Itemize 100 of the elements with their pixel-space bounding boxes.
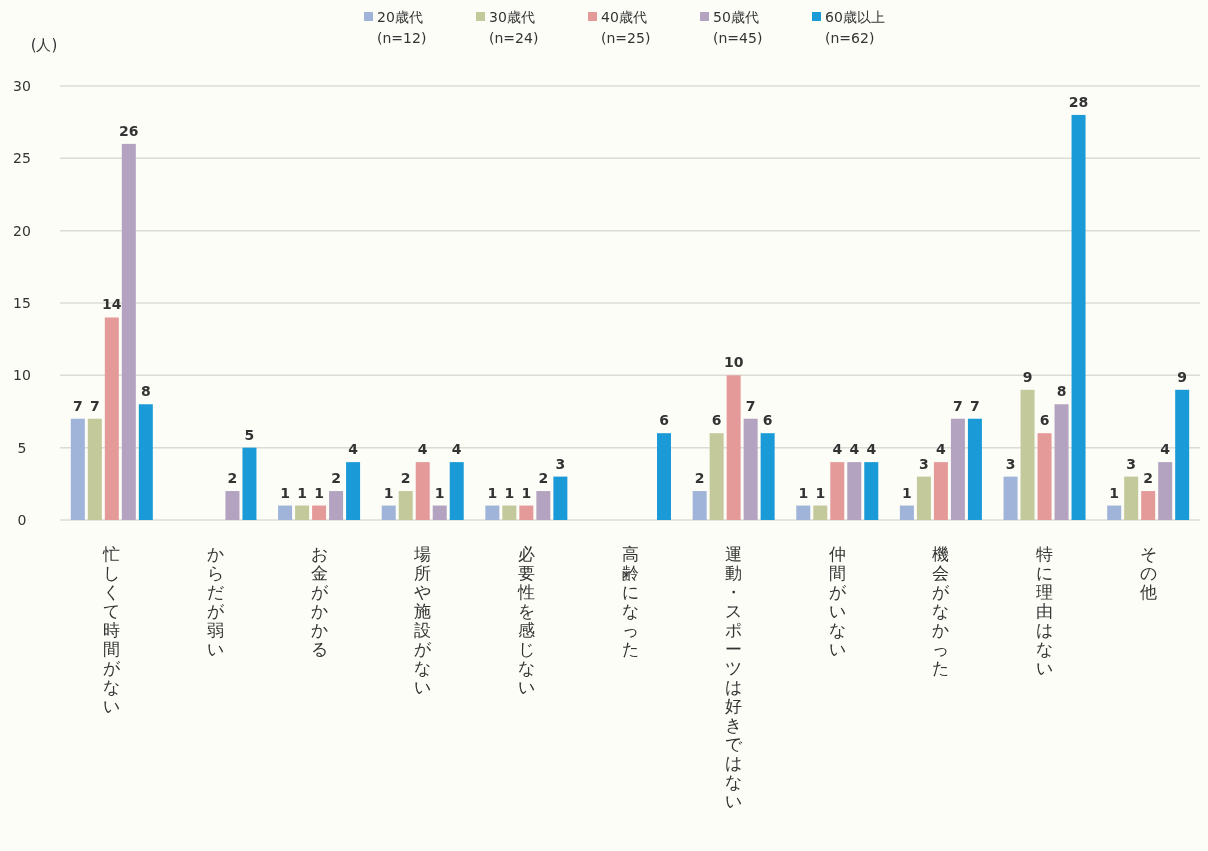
data-label: 7 (89, 397, 100, 414)
data-label: 1 (383, 484, 394, 501)
bar (796, 505, 811, 520)
legend-label: 20歳代 (n=12) (377, 9, 427, 46)
data-label: 7 (970, 397, 980, 414)
data-label: 2 (400, 470, 411, 487)
data-label: 14 (102, 296, 122, 313)
bar (138, 404, 153, 520)
bar (657, 433, 671, 520)
data-label: 2 (694, 470, 705, 487)
bar (1124, 476, 1139, 520)
legend-label: 30歳代 (n=24) (489, 9, 539, 46)
bar (709, 433, 724, 520)
bar (278, 505, 293, 520)
bar (536, 491, 551, 520)
bar (1020, 389, 1035, 520)
bar (899, 505, 914, 520)
data-label: 4 (1160, 441, 1171, 458)
x-tick-label: からだが弱い (206, 544, 225, 659)
data-label: 4 (832, 441, 843, 458)
bar (916, 476, 931, 520)
data-label: 2 (227, 470, 238, 487)
bar (398, 491, 413, 520)
bar (104, 317, 119, 520)
bar (449, 462, 464, 520)
y-tick-label: 0 (17, 512, 27, 528)
data-label: 6 (762, 412, 773, 429)
y-tick-label: 20 (13, 222, 31, 239)
bar (967, 418, 982, 520)
bar (1071, 114, 1086, 520)
bar (950, 418, 965, 520)
x-tick-label: その他 (1139, 544, 1157, 602)
data-label: 1 (798, 484, 809, 501)
bar (1175, 389, 1190, 520)
data-label: 9 (1022, 368, 1033, 385)
bar (121, 143, 136, 520)
data-label: 4 (417, 441, 428, 458)
bar (864, 462, 879, 520)
bar (70, 418, 85, 520)
data-label: 5 (244, 426, 255, 443)
legend-label: 60歳以上 (n=62) (825, 9, 885, 46)
data-label: 8 (1056, 383, 1067, 400)
bar (1158, 462, 1173, 520)
bar (726, 375, 741, 520)
bar (415, 462, 430, 520)
data-label: 28 (1068, 93, 1089, 110)
bar (485, 505, 500, 520)
data-label: 4 (866, 441, 877, 458)
bar (519, 505, 534, 520)
bar (329, 491, 344, 520)
data-label: 1 (280, 484, 290, 501)
x-tick-label: お金がかかる (310, 544, 329, 659)
bar (1141, 491, 1156, 520)
bar (1107, 505, 1122, 520)
data-label: 1 (314, 484, 324, 501)
x-tick-label: 仲間がいない (828, 544, 847, 659)
data-label: 7 (745, 397, 756, 414)
category-label: 忙しくて時間がない (103, 544, 121, 716)
bar (242, 447, 257, 520)
data-label: 1 (487, 484, 498, 501)
data-label: 4 (451, 441, 462, 458)
bar (312, 505, 327, 520)
legend-label: 50歳代 (n=45) (713, 9, 763, 46)
bar (346, 462, 361, 520)
bar (933, 462, 948, 520)
data-label: 4 (936, 441, 947, 458)
x-tick-label: 機会がなかった (932, 544, 951, 678)
data-label: 7 (953, 397, 963, 414)
data-label: 3 (919, 455, 929, 472)
bar (553, 476, 568, 520)
y-tick-label: 5 (17, 439, 27, 456)
data-label: 3 (555, 455, 566, 472)
bar (847, 462, 862, 520)
bar (225, 491, 240, 520)
data-label: 6 (1039, 412, 1050, 429)
data-label: 1 (902, 484, 912, 501)
y-tick-label: 30 (13, 78, 31, 94)
bar (760, 433, 775, 520)
bar (295, 505, 310, 520)
data-label: 2 (538, 470, 549, 487)
data-label: 6 (659, 412, 669, 429)
data-label: 2 (331, 470, 341, 487)
data-label: 3 (1126, 455, 1137, 472)
bar (432, 505, 447, 520)
bar (1003, 476, 1018, 520)
data-label: 1 (1109, 484, 1120, 501)
data-label: 2 (1143, 470, 1154, 487)
data-label: 10 (723, 354, 744, 371)
x-tick-label: 高齢になった (621, 544, 639, 659)
data-label: 8 (140, 383, 151, 400)
category-label: 運動・スポーツは好きではない (725, 544, 743, 811)
y-tick-label: 15 (13, 295, 31, 311)
data-label: 7 (72, 397, 83, 414)
data-label: 1 (521, 484, 532, 501)
data-label: 9 (1177, 368, 1188, 385)
x-tick-label: 場所や施設がない (413, 544, 433, 697)
data-label: 4 (348, 441, 359, 458)
data-label: 4 (849, 441, 860, 458)
data-label: 6 (711, 412, 722, 429)
data-label: 1 (504, 484, 515, 501)
